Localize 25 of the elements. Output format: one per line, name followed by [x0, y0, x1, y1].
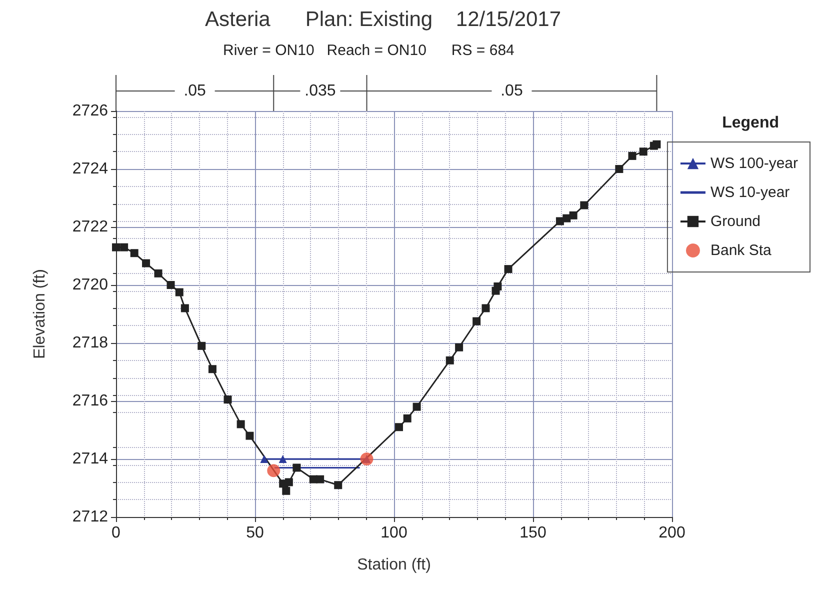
y-axis-title: Elevation (ft) — [32, 269, 48, 359]
chart-title: Asteria Plan: Existing 12/15/2017 — [205, 8, 562, 31]
y-tick-label: 2714 — [72, 450, 108, 468]
legend-label: Ground — [710, 213, 761, 230]
legend-label: WS 10-year — [710, 184, 790, 201]
y-tick-label: 2724 — [72, 160, 108, 178]
y-tick-label: 2712 — [72, 508, 108, 526]
x-tick-label: 150 — [520, 524, 546, 542]
y-tick-label: 2722 — [72, 218, 108, 236]
legend-label: Bank Sta — [710, 242, 772, 259]
text: .05 — [500, 82, 523, 100]
x-axis-title: Station (ft) — [357, 556, 431, 574]
y-tick-label: 2720 — [72, 276, 108, 294]
text: .035 — [304, 82, 336, 100]
y-tick-label: 2716 — [72, 392, 108, 410]
y-tick-label: 2726 — [72, 102, 108, 120]
legend-title: Legend — [722, 114, 779, 132]
x-tick-label: 100 — [380, 524, 408, 542]
legend-label: WS 100-year — [710, 155, 798, 172]
text: .05 — [184, 82, 206, 100]
x-tick-label: 50 — [246, 524, 264, 542]
x-tick-label: 0 — [112, 524, 121, 542]
y-tick-label: 2718 — [72, 334, 108, 352]
chart-subtitle: River = ON10 Reach = ON10 RS = 684 — [223, 42, 514, 59]
x-tick-label: 200 — [658, 524, 686, 542]
